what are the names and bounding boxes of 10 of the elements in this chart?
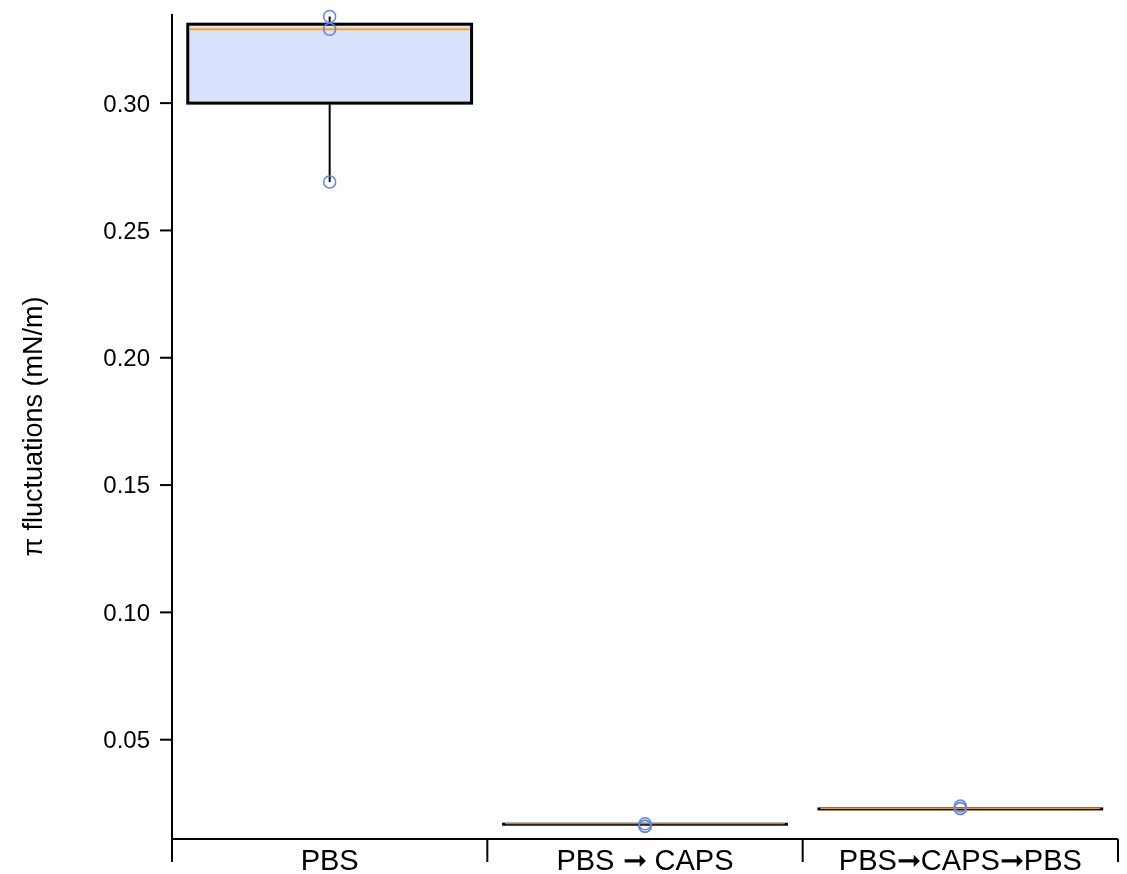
x-tick-label: PBS➞CAPS➞PBS [838, 844, 1082, 874]
y-tick-label: 0.10 [103, 598, 150, 626]
x-tick-label: PBS ➞ CAPS [556, 844, 734, 874]
y-tick-label: 0.20 [103, 344, 150, 372]
y-axis-title: π fluctuations (mN/m) [18, 296, 48, 557]
y-tick-label: 0.25 [103, 216, 150, 244]
y-tick-label: 0.30 [103, 89, 150, 117]
y-tick-label: 0.05 [103, 726, 150, 754]
y-tick-label: 0.15 [103, 471, 150, 499]
x-tick-label: PBS [300, 844, 359, 874]
